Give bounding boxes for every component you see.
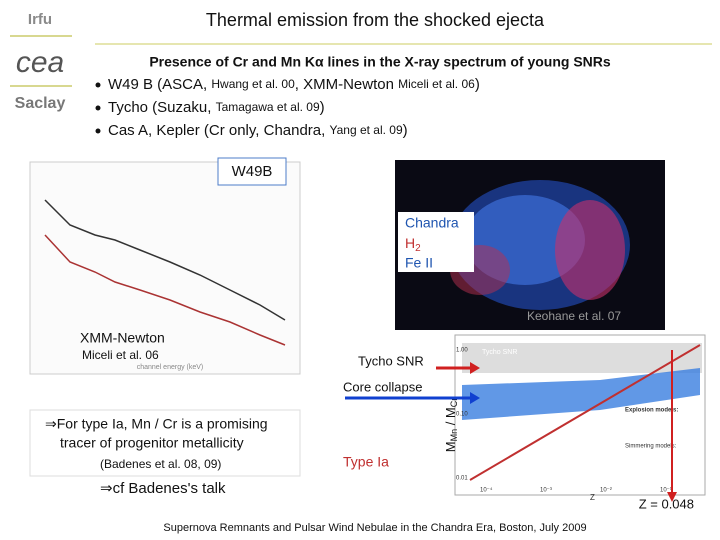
subtitle: Presence of Cr and Mn Kα lines in the X-…: [149, 54, 611, 70]
spectrum-figure: channel energy (keV): [29, 161, 301, 375]
x-tick-label: 10⁻³: [540, 488, 552, 494]
model-line: [469, 344, 701, 481]
plot-label: Simmering models:: [625, 444, 677, 450]
tycho-band: [462, 343, 702, 373]
x-tick-label: 10⁻²: [600, 488, 612, 494]
bullet-dot: [95, 105, 101, 111]
legend-item: Chandra: [405, 215, 459, 231]
arrow-head: [470, 362, 480, 374]
citation: Yang et al. 09: [329, 123, 402, 137]
y-axis-label: MMn / MCr: [443, 398, 459, 453]
label: W49B: [232, 163, 273, 180]
conclusion-line: tracer of progenitor metallicity: [60, 435, 244, 451]
bullet-text: , XMM-Newton: [295, 76, 398, 93]
legend-item: H2: [405, 235, 421, 254]
bullet-text: W49 B (ASCA,: [108, 76, 211, 93]
citation: Tamagawa et al. 09: [216, 100, 320, 114]
annotation: Tycho SNR: [358, 353, 424, 368]
spectrum-curve: [44, 234, 286, 346]
citation: Hwang et al. 00: [211, 77, 295, 91]
bullet: W49 B (ASCA, Hwang et al. 00, XMM-Newton…: [108, 76, 480, 93]
x-axis-label: Z: [590, 493, 595, 502]
plot-label: Tycho SNR: [482, 349, 517, 356]
legend-item: Fe II: [405, 255, 433, 271]
x-tick-label: 10⁻⁴: [480, 487, 493, 494]
talk-note: ⇒cf Badenes's talk: [100, 480, 226, 497]
arrow-head: [470, 392, 480, 404]
reference: (Badenes et al. 08, 09): [100, 457, 221, 471]
bullet-text: Tycho (Suzaku,: [108, 99, 216, 116]
conclusion-line: ⇒For type Ia, Mn / Cr is a promising: [45, 416, 268, 432]
annotation: Type Ia: [343, 454, 389, 470]
credit: Keohane et al. 07: [527, 309, 621, 323]
annotation: Core collapse: [343, 379, 423, 394]
y-tick-label: 0.10: [456, 412, 468, 418]
plot-label: Explosion models:: [625, 408, 678, 414]
nebula: [555, 200, 625, 300]
spectrum-frame: [29, 161, 301, 375]
caption: Miceli et al. 06: [82, 348, 159, 362]
footer: Supernova Remnants and Pulsar Wind Nebul…: [163, 522, 586, 534]
bullet-text: ): [403, 122, 408, 139]
spectrum-curve: [44, 199, 286, 321]
bullet-dot: [95, 128, 101, 134]
label-box: [217, 157, 287, 186]
citation: Miceli et al. 06: [398, 77, 475, 91]
y-tick-label: 1.00: [456, 348, 468, 354]
annotation: Z = 0.048: [639, 496, 694, 511]
caption: XMM-Newton: [80, 330, 165, 346]
bullet-dot: [95, 82, 101, 88]
logo-text: Irfu: [28, 11, 52, 28]
axis-label: channel energy (keV): [137, 364, 204, 371]
lab-name: Saclay: [15, 95, 66, 112]
bullet-text: Cas A, Kepler (Cr only, Chandra,: [108, 122, 329, 139]
bullet-text: ): [320, 99, 325, 116]
bullet-list: W49 B (ASCA, Hwang et al. 00, XMM-Newton…: [95, 76, 480, 139]
conclusion-box: [29, 409, 301, 477]
x-tick-label: 10⁻¹: [660, 488, 672, 494]
legend-box: [398, 212, 474, 272]
title: Thermal emission from the shocked ejecta: [206, 10, 545, 30]
bullet: Tycho (Suzaku, Tamagawa et al. 09): [108, 99, 325, 116]
bullet: Cas A, Kepler (Cr only, Chandra, Yang et…: [108, 122, 408, 139]
cea-logo: cea: [16, 46, 64, 79]
remnant-image: [395, 160, 665, 330]
bullet-text: ): [475, 76, 480, 93]
arrow-head: [667, 492, 677, 502]
y-tick-label: 0.01: [456, 476, 468, 482]
ratio-plot: Tycho SNR Explosion models: Simmering mo…: [454, 334, 706, 502]
